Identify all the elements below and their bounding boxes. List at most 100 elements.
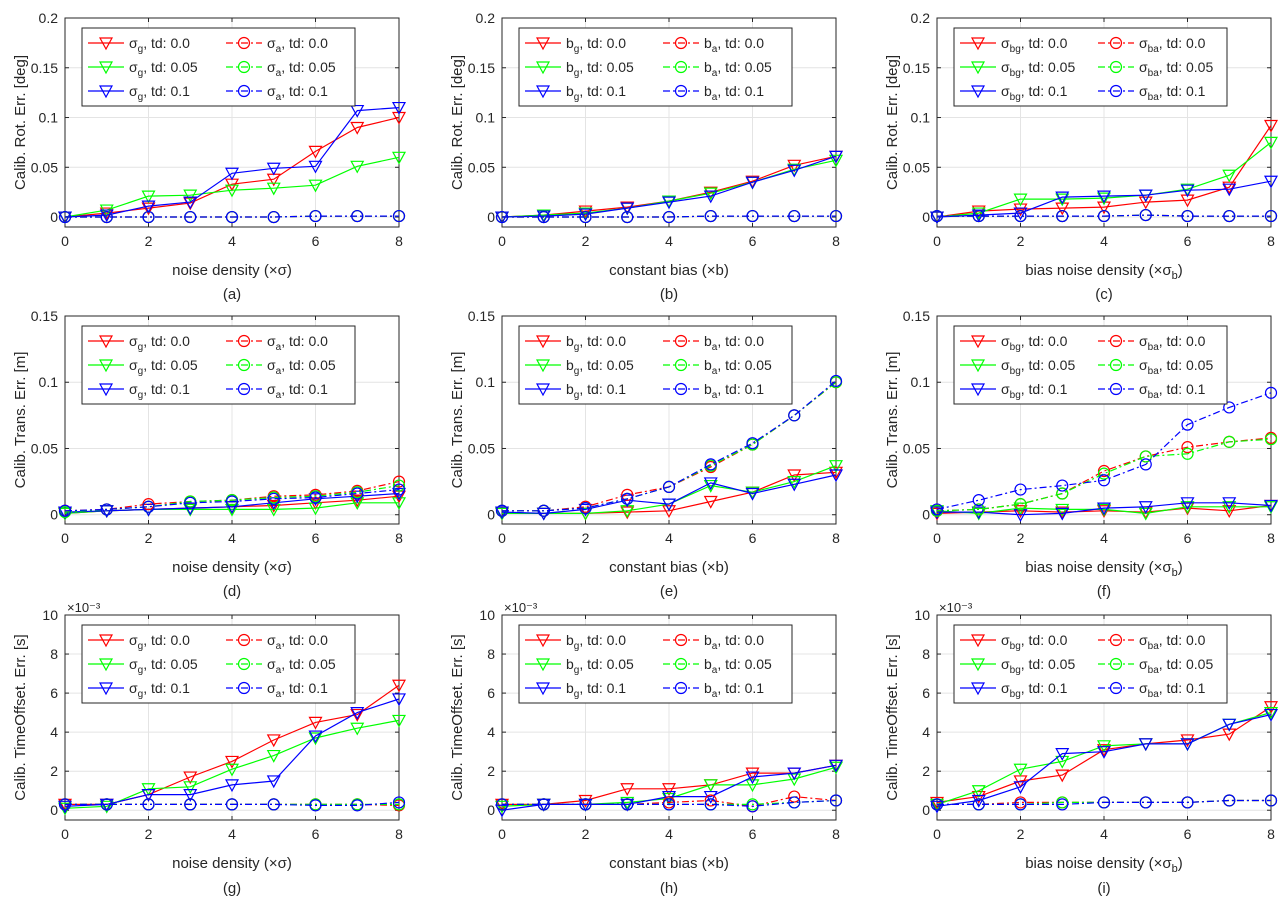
legend-marker xyxy=(1109,633,1123,647)
data-point xyxy=(1180,501,1195,515)
data-point xyxy=(494,800,510,814)
legend-marker xyxy=(1109,84,1123,98)
data-point xyxy=(225,495,239,508)
x-axis-label: noise density (×σ) xyxy=(172,855,292,872)
subplot-i: 0 2 4 6 8 0 2 4 6 8 10 ×10⁻³ Calib. TimeOffset. Err.… xyxy=(884,600,1279,897)
data-point xyxy=(1180,184,1195,198)
legend-marker xyxy=(237,681,251,695)
data-point xyxy=(829,794,843,807)
y-tick-label: 10 xyxy=(42,607,58,623)
x-tick-label: 0 xyxy=(61,233,69,249)
data-point xyxy=(308,160,323,174)
x-axis-label: constant bias (×b) xyxy=(609,559,729,576)
legend-marker xyxy=(535,658,551,672)
legend: σbg, td: 0.0 σbg, td: 0.05 σbg, td: 0.1 σba… xyxy=(953,624,1228,704)
data-point xyxy=(351,209,364,223)
data-point xyxy=(828,460,844,473)
data-point xyxy=(1013,781,1028,795)
legend-label: σg, td: 0.1 xyxy=(129,680,190,700)
data-point xyxy=(788,409,801,422)
legend-entry: ba, td: 0.05 xyxy=(663,59,772,79)
data-point xyxy=(225,210,239,224)
data-point xyxy=(1138,501,1153,515)
data-point xyxy=(1223,435,1236,448)
series-line xyxy=(502,764,837,806)
legend-entry: σbg, td: 0.0 xyxy=(960,333,1068,353)
legend-label: bg, td: 0.05 xyxy=(566,59,634,79)
data-point xyxy=(1013,505,1028,519)
data-point xyxy=(1138,189,1153,203)
data-point xyxy=(578,503,593,517)
data-point xyxy=(1139,458,1152,471)
data-point xyxy=(494,506,510,520)
legend-label: bg, td: 0.05 xyxy=(566,656,634,676)
data-point xyxy=(266,734,281,748)
data-point xyxy=(266,499,281,513)
data-point xyxy=(787,773,802,787)
series-line xyxy=(501,159,837,218)
legend-label: σba, td: 0.0 xyxy=(1139,333,1206,353)
data-point xyxy=(745,767,760,781)
x-axis-label: constant bias (×b) xyxy=(609,262,729,279)
data-point xyxy=(391,101,407,115)
legend-label: σbg, td: 0.0 xyxy=(1001,632,1068,652)
data-point xyxy=(1096,746,1112,759)
data-point xyxy=(1180,738,1195,752)
legend-entry: σa, td: 0.0 xyxy=(226,632,328,652)
legend-entry: bg, td: 0.1 xyxy=(525,680,626,700)
data-point xyxy=(224,184,240,198)
legend-label: σg, td: 0.0 xyxy=(129,333,190,353)
x-tick-label: 6 xyxy=(1184,233,1192,249)
series-line xyxy=(502,215,836,218)
y-tick-label: 6 xyxy=(922,685,930,701)
data-point xyxy=(99,207,114,221)
data-point xyxy=(704,794,717,807)
legend-label: σa, td: 0.1 xyxy=(267,83,328,103)
data-point xyxy=(1222,501,1237,515)
data-point xyxy=(662,210,676,224)
legend-label: ba, td: 0.05 xyxy=(704,59,772,79)
legend-box xyxy=(953,27,1228,107)
data-point xyxy=(661,792,677,806)
legend-entry: bg, td: 0.0 xyxy=(525,632,626,652)
data-point xyxy=(224,779,240,793)
data-point xyxy=(142,498,155,511)
data-point xyxy=(1096,502,1112,516)
data-point xyxy=(392,796,406,809)
data-point xyxy=(99,505,114,519)
series-g-2 xyxy=(494,469,844,521)
legend-box xyxy=(81,325,356,405)
data-point xyxy=(971,506,986,520)
data-point xyxy=(1139,208,1152,222)
y-axis-label: Calib. Rot. Err. [deg] xyxy=(12,55,29,190)
exponent-label: ×10⁻³ xyxy=(939,600,973,615)
data-point xyxy=(828,150,844,164)
legend-box xyxy=(518,27,793,107)
data-point xyxy=(267,798,280,811)
y-tick-label: 0.05 xyxy=(31,159,58,175)
legend-entry: σba, td: 0.0 xyxy=(1098,35,1206,55)
x-tick-label: 6 xyxy=(312,233,320,249)
legend-entry: σba, td: 0.05 xyxy=(1098,357,1213,377)
legend-label: bg, td: 0.0 xyxy=(566,632,626,652)
subplot-a: 0 2 4 6 8 0 0.05 0.1 0.15 0.2 Calib. Rot. Err. [de… xyxy=(12,10,407,303)
legend-box xyxy=(81,624,356,704)
data-point xyxy=(578,208,593,222)
subplot-caption: (f) xyxy=(1097,583,1111,600)
data-point xyxy=(829,209,843,223)
data-point xyxy=(788,790,801,803)
data-point xyxy=(704,209,717,223)
legend-marker xyxy=(535,682,551,696)
legend-entry: σg, td: 0.0 xyxy=(88,632,190,652)
legend-marker xyxy=(674,84,688,98)
series-line xyxy=(502,380,837,512)
data-point xyxy=(391,679,407,693)
x-tick-label: 2 xyxy=(145,530,153,546)
legend-marker xyxy=(237,84,251,98)
data-point xyxy=(1180,497,1195,511)
data-point xyxy=(1097,796,1111,809)
y-tick-label: 0 xyxy=(922,802,930,818)
data-point xyxy=(620,783,635,797)
data-point xyxy=(1222,497,1237,511)
